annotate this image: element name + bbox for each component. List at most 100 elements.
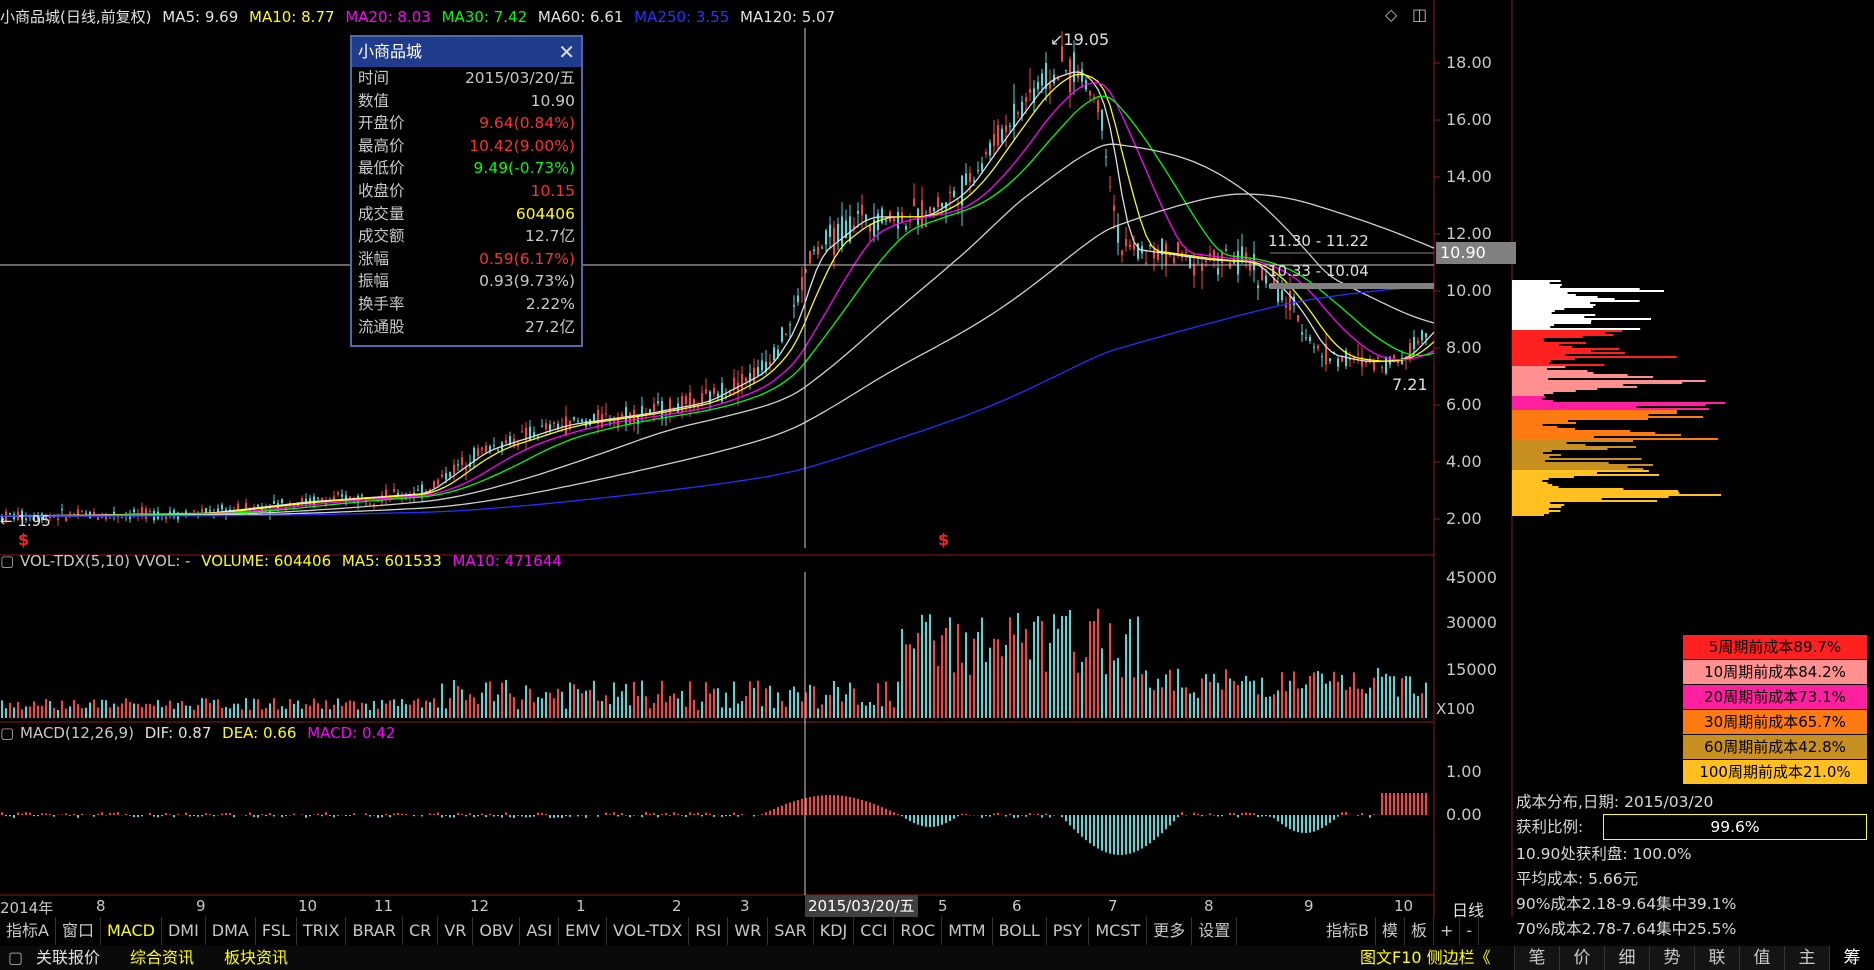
side-tab[interactable]: 笔 — [1514, 946, 1559, 970]
diamond-icon[interactable]: ◇ — [1385, 5, 1398, 24]
data-info-window[interactable]: 小商品城 ✕ 时间 2015/03/20/五 数值 10.90 开盘价 9.64(0.84… — [350, 35, 583, 347]
volume-bar — [1037, 616, 1039, 718]
volume-bar — [1169, 669, 1171, 718]
macd-bar — [1133, 815, 1135, 853]
indicator-tab[interactable]: FSL — [256, 917, 297, 945]
candle-body — [617, 418, 619, 429]
indicator-tab[interactable]: MACD — [101, 917, 162, 945]
side-tab[interactable]: 联 — [1694, 946, 1739, 970]
volume-bar — [421, 707, 423, 718]
macd-bar — [829, 795, 831, 815]
macd-bar — [41, 813, 43, 815]
side-tab[interactable]: 主 — [1784, 946, 1829, 970]
macd-bar — [369, 815, 371, 817]
toolbar-right-button[interactable]: + — [1434, 917, 1461, 945]
volume-bar — [197, 704, 199, 718]
toolbar-right-button[interactable]: 指标B — [1320, 917, 1376, 945]
indicator-tab[interactable]: BRAR — [346, 917, 403, 945]
candle-body — [373, 504, 375, 506]
indicator-tab[interactable]: WR — [728, 917, 769, 945]
comprehensive-info-tab[interactable]: 综合资讯 — [130, 948, 195, 967]
toolbar-right-button[interactable]: 板 — [1405, 917, 1435, 945]
macd-bar — [545, 814, 547, 815]
indicator-tab[interactable]: VOL-TDX — [607, 917, 690, 945]
indicator-tab[interactable]: RSI — [689, 917, 729, 945]
toolbar-right-button[interactable]: - — [1460, 917, 1480, 945]
candle-body — [1157, 249, 1159, 260]
volume-bar — [877, 683, 879, 718]
macd-bar — [245, 815, 247, 816]
side-tab[interactable]: 值 — [1739, 946, 1784, 970]
side-tab[interactable]: 细 — [1604, 946, 1649, 970]
macd-bar — [917, 815, 919, 825]
macd-bar — [1265, 815, 1267, 817]
side-tab[interactable]: 价 — [1559, 946, 1604, 970]
volume-bar — [1201, 678, 1203, 718]
indicator-tab[interactable]: BOLL — [993, 917, 1047, 945]
indicator-tab[interactable]: OBV — [473, 917, 521, 945]
indicator-tab[interactable]: TRIX — [297, 917, 347, 945]
indicator-tab[interactable]: 更多 — [1147, 917, 1193, 945]
side-tab[interactable]: 筹 — [1829, 946, 1874, 970]
indicator-tab[interactable]: KDJ — [814, 917, 855, 945]
indicator-tab[interactable]: DMI — [162, 917, 206, 945]
f10-sidebar-toggle[interactable]: 图文F10 侧边栏《 — [1360, 948, 1491, 967]
indicator-tab[interactable]: CR — [403, 917, 439, 945]
macd-bar — [893, 812, 895, 815]
candle-body — [1201, 263, 1203, 271]
indicator-tab[interactable]: 窗口 — [56, 917, 101, 945]
indicator-tab[interactable]: ROC — [894, 917, 943, 945]
volume-bar — [409, 704, 411, 718]
candle-body — [309, 498, 311, 504]
indicator-tab[interactable]: MCST — [1089, 917, 1148, 945]
indicator-tab[interactable]: PSY — [1047, 917, 1090, 945]
candle-body — [485, 445, 487, 453]
window-icon[interactable]: ◫ — [1412, 5, 1428, 24]
period-label[interactable]: 日线 — [1452, 901, 1485, 920]
volume-bar — [1401, 678, 1403, 718]
info-window-title[interactable]: 小商品城 ✕ — [352, 37, 581, 67]
macd-bar — [1281, 815, 1283, 825]
candle-body — [1061, 46, 1063, 62]
indicator-tab[interactable]: CCI — [854, 917, 895, 945]
macd-bar — [1321, 815, 1323, 829]
chip-bar — [1512, 296, 1598, 298]
toolbar-right-button[interactable]: 模 — [1376, 917, 1405, 945]
candle-body — [1089, 91, 1091, 96]
macd-bar — [661, 814, 663, 815]
close-icon[interactable]: ✕ — [558, 40, 575, 64]
indicator-tab[interactable]: ASI — [520, 917, 560, 945]
indicator-tab[interactable]: DMA — [206, 917, 256, 945]
side-tab[interactable]: 势 — [1649, 946, 1694, 970]
price-tick-label: 12.00 — [1446, 224, 1492, 243]
volume-bar — [61, 700, 63, 718]
macd-bar — [809, 796, 811, 815]
macd-bar — [221, 813, 223, 815]
macd-bar — [817, 795, 819, 815]
indicator-tab[interactable]: 设置 — [1192, 917, 1238, 945]
signal-marker[interactable]: $ — [938, 530, 950, 549]
volume-bar — [377, 708, 379, 718]
macd-bar — [1341, 812, 1343, 815]
volume-bar — [565, 708, 567, 718]
sector-info-tab[interactable]: 板块资讯 — [224, 948, 289, 967]
related-quote-tab[interactable]: 关联报价 — [36, 948, 101, 967]
stock-title[interactable]: 小商品城(日线,前复权) — [0, 8, 152, 26]
indicator-tab[interactable]: 指标A — [0, 917, 56, 945]
candle-body — [1213, 250, 1215, 259]
bottom-checkbox-icon[interactable]: ▢ — [8, 948, 24, 967]
macd-bar — [1081, 815, 1083, 837]
signal-marker[interactable]: $ — [18, 530, 30, 549]
candle-body — [1101, 109, 1103, 131]
indicator-tab[interactable]: VR — [438, 917, 474, 945]
candle-body — [493, 445, 495, 447]
indicator-tab[interactable]: SAR — [768, 917, 814, 945]
macd-bar — [613, 812, 615, 815]
indicator-tab[interactable]: EMV — [559, 917, 608, 945]
volume-bar — [137, 703, 139, 718]
info-row-value: 27.2亿 — [524, 317, 575, 336]
candle-body — [1145, 262, 1147, 264]
volume-bar — [897, 681, 899, 718]
indicator-tab[interactable]: MTM — [942, 917, 993, 945]
